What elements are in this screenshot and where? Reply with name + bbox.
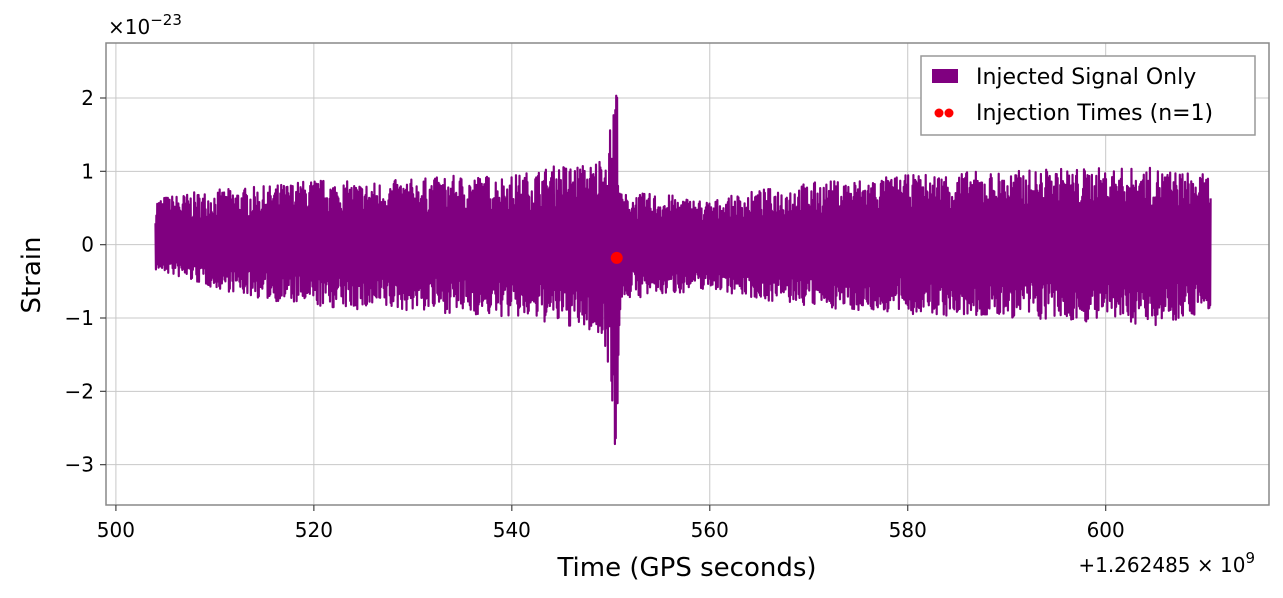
y-multiplier-base: ×10 [108, 15, 150, 39]
x-tick-label: 580 [889, 518, 927, 542]
y-axis-label: Strain [17, 236, 47, 313]
y-multiplier-label: ×10−23 [108, 11, 182, 39]
y-tick-label: −3 [65, 453, 94, 477]
legend-label-injection-times: Injection Times (n=1) [976, 101, 1213, 126]
injected-signal-line [154, 94, 1212, 446]
x-offset-label: +1.262485 × 109 [1078, 549, 1255, 577]
plot-frame [105, 42, 1270, 506]
y-axis-ticks: 2 1 0 −1 −2 −3 [65, 86, 106, 477]
y-tick-label: 0 [81, 233, 94, 257]
x-axis-ticks: 500 520 540 560 580 600 [97, 505, 1125, 542]
legend: Injected Signal Only Injection Times (n=… [920, 55, 1256, 136]
x-tick-label: 520 [295, 518, 333, 542]
x-tick-label: 500 [97, 518, 135, 542]
x-tick-label: 560 [691, 518, 729, 542]
injection-times-series [610, 251, 623, 264]
x-axis-label: Time (GPS seconds) [556, 553, 816, 583]
x-tick-label: 540 [493, 518, 531, 542]
legend-label-injected-signal: Injected Signal Only [976, 65, 1196, 90]
x-offset-exponent: 9 [1245, 549, 1255, 567]
legend-marker-injection-times-2 [944, 108, 954, 118]
legend-swatch-injected-signal [932, 69, 958, 83]
injected-signal-series [154, 94, 1212, 446]
y-tick-label: 1 [81, 159, 94, 183]
y-multiplier-exponent: −23 [150, 11, 182, 29]
injection-time-point [610, 251, 623, 264]
x-offset-base: +1.262485 × 10 [1078, 553, 1245, 577]
y-tick-label: 2 [81, 86, 94, 110]
y-tick-label: −1 [65, 306, 94, 330]
legend-marker-injection-times-1 [934, 108, 944, 118]
x-tick-label: 600 [1087, 518, 1125, 542]
legend-box [920, 55, 1256, 136]
y-tick-label: −2 [65, 379, 94, 403]
